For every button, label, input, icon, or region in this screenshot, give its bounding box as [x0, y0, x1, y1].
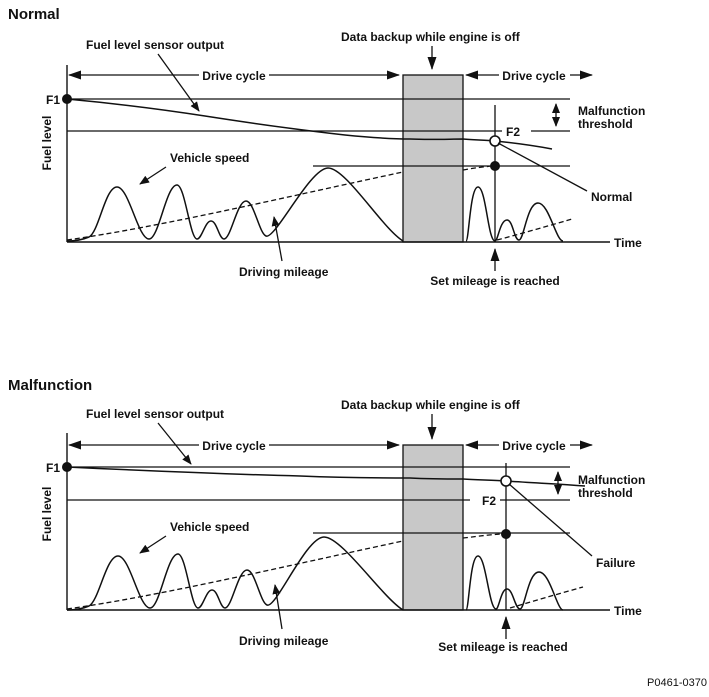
driving-mileage-dashed-after	[509, 586, 584, 609]
f2-label: F2	[506, 125, 520, 139]
f1-label: F1	[46, 461, 60, 475]
f1-label: F1	[46, 93, 60, 107]
f2-point-open	[500, 475, 512, 487]
driving-mileage-dashed-after	[496, 218, 573, 241]
vehicle-speed-curve	[66, 536, 404, 611]
data-backup-label: Data backup while engine is off	[341, 30, 521, 44]
result-leader-line	[508, 483, 593, 557]
panel-title: Malfunction	[8, 377, 92, 394]
vehicle-speed-label: Vehicle speed	[170, 151, 249, 165]
drive-cycle-label-2: Drive cycle	[502, 439, 566, 453]
f2-label: F2	[482, 494, 496, 508]
sensor-output-leader-arrow	[157, 53, 200, 112]
sensor-output-curve	[66, 98, 553, 150]
fuel-level-axis-label: Fuel level	[40, 116, 54, 171]
fuel-level-axis-label: Fuel level	[40, 487, 54, 542]
malfunction-threshold-label-line2: threshold	[578, 117, 633, 131]
normal-panel: Normal Time Fuel level Drive cycle Drive…	[8, 6, 645, 288]
sensor-output-label: Fuel level sensor output	[86, 38, 224, 52]
vehicle-speed-curve-after	[465, 555, 564, 611]
mileage-point	[490, 161, 500, 171]
set-mileage-label: Set mileage is reached	[438, 640, 567, 654]
mileage-point	[501, 529, 511, 539]
driving-mileage-dashed	[66, 540, 404, 610]
data-backup-region	[402, 74, 464, 243]
data-backup-label: Data backup while engine is off	[341, 398, 521, 412]
driving-mileage-dashed-mid	[462, 165, 492, 171]
driving-mileage-dashed-mid	[462, 533, 503, 539]
f1-point	[62, 462, 72, 472]
f1-point	[62, 94, 72, 104]
result-leader-line	[497, 142, 588, 192]
driving-mileage-label: Driving mileage	[239, 634, 329, 648]
malfunction-threshold-label-line1: Malfunction	[578, 473, 645, 487]
figure-id: P0461-0370	[647, 677, 707, 689]
sensor-output-label: Fuel level sensor output	[86, 407, 224, 421]
drive-cycle-label-1: Drive cycle	[202, 439, 266, 453]
driving-mileage-dashed	[66, 171, 404, 241]
result-label: Failure	[596, 556, 636, 570]
drive-cycle-label-2: Drive cycle	[502, 69, 566, 83]
malfunction-panel: Malfunction Time Fuel level Drive cycle …	[8, 377, 645, 654]
f2-point-open	[489, 135, 501, 147]
panel-title: Normal	[8, 6, 60, 23]
result-label: Normal	[591, 190, 632, 204]
driving-mileage-leader-arrow	[271, 216, 283, 262]
drive-cycle-label-1: Drive cycle	[202, 69, 266, 83]
vehicle-speed-leader-arrow	[139, 166, 167, 185]
time-axis-label: Time	[614, 236, 642, 250]
set-mileage-label: Set mileage is reached	[430, 274, 559, 288]
malfunction-threshold-label-line1: Malfunction	[578, 104, 645, 118]
malfunction-threshold-label-line2: threshold	[578, 486, 633, 500]
sensor-output-leader-arrow	[157, 422, 192, 465]
time-axis-label: Time	[614, 604, 642, 618]
data-backup-region	[402, 444, 464, 611]
driving-mileage-label: Driving mileage	[239, 265, 329, 279]
vehicle-speed-leader-arrow	[139, 535, 167, 554]
vehicle-speed-curve-after	[465, 186, 564, 242]
vehicle-speed-curve	[66, 167, 404, 242]
driving-mileage-leader-arrow	[272, 584, 283, 630]
vehicle-speed-label: Vehicle speed	[170, 520, 249, 534]
